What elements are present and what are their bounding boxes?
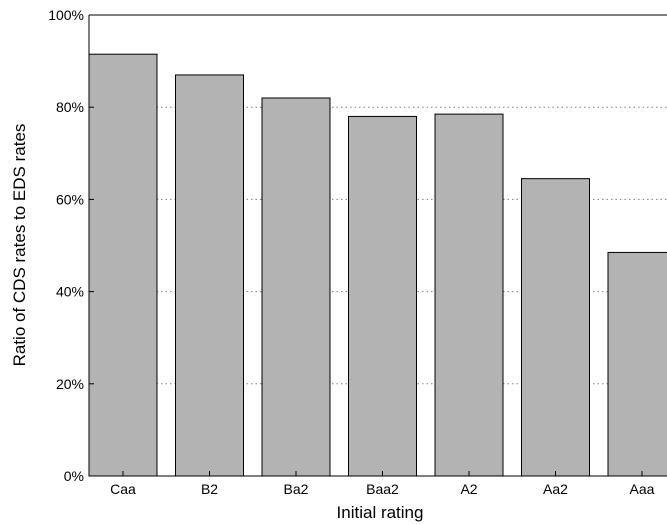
x-tick-label-ba2: Ba2 <box>284 481 309 497</box>
bar-aa2 <box>521 178 590 477</box>
y-tick-label: 20% <box>56 376 84 392</box>
x-tick-label-baa2: Baa2 <box>366 481 399 497</box>
bar-caa <box>88 53 158 477</box>
y-tick-label: 80% <box>56 99 84 115</box>
axes <box>88 14 667 477</box>
y-tick-label: 40% <box>56 284 84 300</box>
x-tick-label-caa: Caa <box>110 481 136 497</box>
bar-ba2 <box>261 97 331 477</box>
y-tick-label: 0% <box>64 468 84 484</box>
x-axis-label: Initial rating <box>337 503 424 522</box>
bar-baa2 <box>348 115 417 477</box>
x-tick-label-b2: B2 <box>201 481 218 497</box>
x-tick-label-aa2: Aa2 <box>543 481 568 497</box>
x-tick-label-aaa: Aaa <box>630 481 655 497</box>
bar-b2 <box>175 74 244 477</box>
y-tick-label: 60% <box>56 191 84 207</box>
x-tick-label-a2: A2 <box>460 481 477 497</box>
bars <box>88 53 667 477</box>
y-tick-label: 100% <box>48 7 84 23</box>
x-tick-labels: Caa B2 Ba2 Baa2 A2 Aa2 Aaa <box>110 481 655 497</box>
y-axis-label: Ratio of CDS rates to EDS rates <box>10 124 29 367</box>
bar-aaa <box>607 251 667 477</box>
bar-a2 <box>434 113 504 477</box>
y-tick-labels: 0% 20% 40% 60% 80% 100% <box>48 7 84 484</box>
